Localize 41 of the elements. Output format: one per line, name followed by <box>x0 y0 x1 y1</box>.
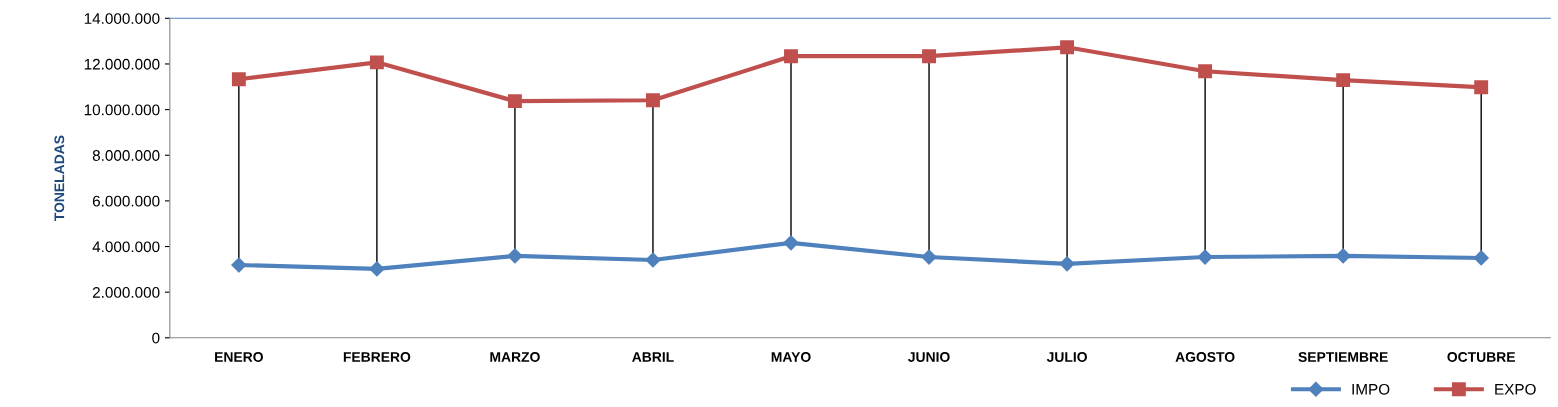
x-tick-label: AGOSTO <box>1175 352 1235 362</box>
point <box>1198 64 1213 79</box>
point <box>646 93 660 108</box>
point <box>784 49 798 64</box>
legend-label: IMPO <box>1352 383 1390 395</box>
point <box>1335 248 1351 264</box>
x-tick-label: ABRIL <box>632 352 674 362</box>
point <box>921 249 937 265</box>
y-tick-label: 14.000.000 <box>84 13 160 24</box>
y-tick-label: 10.000.000 <box>84 104 160 116</box>
point <box>1060 40 1075 55</box>
point <box>1474 80 1489 95</box>
legend-label: EXPO <box>1495 383 1536 395</box>
point <box>507 248 523 264</box>
x-tick-label: SEPTIEMBRE <box>1298 352 1388 362</box>
point <box>507 94 522 109</box>
point <box>369 261 385 277</box>
x-tick-label: JUNIO <box>908 352 950 362</box>
point <box>1473 250 1489 266</box>
point <box>369 55 384 70</box>
point <box>1197 249 1213 265</box>
point <box>783 235 799 251</box>
point <box>231 257 247 273</box>
y-tick-label: 2.000.000 <box>92 287 160 298</box>
x-tick-label: MARZO <box>490 352 540 362</box>
y-tick-label: 0 <box>152 332 160 344</box>
y-tick-label: 12.000.000 <box>84 58 160 70</box>
point <box>231 72 246 87</box>
x-tick-label: OCTUBRE <box>1447 352 1515 362</box>
y-axis-title: TONELADAS <box>54 135 65 221</box>
point <box>645 252 661 268</box>
y-tick-label: 4.000.000 <box>92 241 160 253</box>
x-tick-label: JULIO <box>1046 352 1087 362</box>
x-tick-label: ENERO <box>215 352 263 362</box>
point <box>1336 73 1351 88</box>
x-tick-label: MAYO <box>771 352 811 362</box>
point <box>1059 256 1075 272</box>
y-tick-label: 8.000.000 <box>92 150 160 161</box>
y-tick-label: 6.000.000 <box>92 195 160 207</box>
x-tick-label: FEBRERO <box>343 352 411 362</box>
point <box>922 49 936 64</box>
